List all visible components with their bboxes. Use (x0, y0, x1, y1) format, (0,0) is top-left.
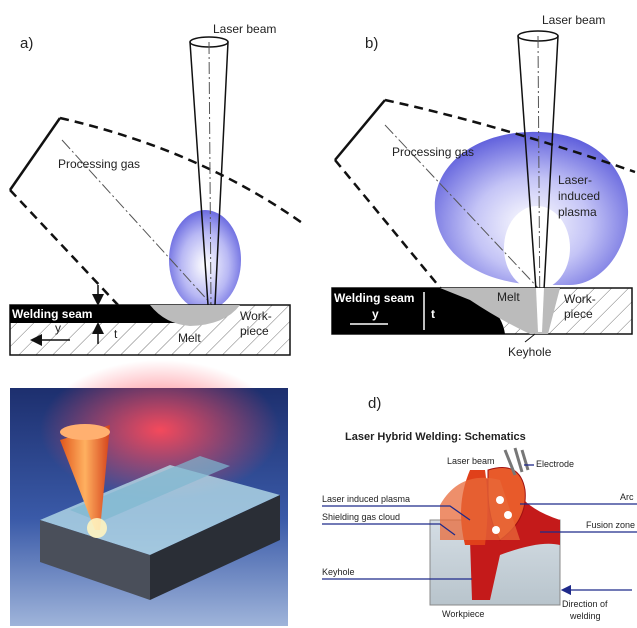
gas-axis (384, 124, 541, 291)
panel-b: b) Laser beam Processing gas Laser- indu… (331, 13, 636, 359)
callout: Keyhole (322, 567, 355, 577)
leader (322, 505, 471, 521)
laser-cone (60, 425, 110, 530)
block-side (150, 495, 280, 600)
plasma-label: induced (558, 189, 600, 203)
leader (524, 333, 536, 343)
block-layer (70, 456, 230, 522)
beam-label: Laser beam (542, 13, 605, 27)
droplet (492, 526, 500, 534)
workpiece-label: Work- (564, 292, 596, 306)
block-side (40, 520, 150, 600)
workpiece-label: piece (240, 324, 269, 338)
axis-label: t (431, 307, 435, 321)
seam-label: Welding seam (12, 307, 92, 321)
weld-seam (332, 288, 505, 334)
beam-axis (537, 35, 541, 331)
workpiece-label: Work- (240, 309, 272, 323)
beam-axis (208, 41, 212, 306)
plasma-label: plasma (558, 205, 597, 219)
droplet (504, 511, 512, 519)
plasma-core (504, 206, 570, 290)
panel-a: a) Laser beam Processing gas Welding sea… (8, 22, 306, 356)
panel-label: d) (368, 395, 381, 412)
callout: Laser beam (447, 456, 495, 466)
diagram-title: Laser Hybrid Welding: Schematics (345, 431, 526, 443)
axis-label: y (372, 307, 379, 321)
seam-label: Welding seam (334, 291, 414, 305)
beam-label: Laser beam (213, 22, 276, 36)
laser-beam (189, 41, 229, 306)
nozzle-wall (9, 189, 119, 306)
keyhole-label: Keyhole (508, 345, 552, 359)
nozzle-edge (8, 117, 62, 191)
nozzle-wall (384, 98, 636, 174)
callout: Laser induced plasma (322, 494, 410, 504)
keyhole (536, 288, 544, 332)
droplet (496, 496, 504, 504)
gas-label: Processing gas (392, 145, 474, 159)
electrode (503, 447, 530, 476)
cone-top (60, 424, 110, 440)
plasma-label: Laser- (558, 173, 592, 187)
nozzle-wall (334, 159, 443, 291)
melt (440, 288, 560, 334)
axis-label: y (55, 321, 61, 335)
callout: Shielding gas cloud (322, 512, 400, 522)
laser-beam (517, 35, 559, 291)
gas-axis (61, 139, 213, 306)
panel-d: d) Laser Hybrid Welding: Schematics Lase… (318, 395, 637, 626)
panel-label: a) (20, 35, 33, 52)
direction-label: Direction of (562, 599, 608, 609)
panel-label: b) (365, 35, 378, 52)
callout: Electrode (536, 459, 574, 469)
callout: Arc (620, 492, 634, 502)
panel-c: c) (10, 360, 288, 626)
callout: Fusion zone (586, 520, 635, 530)
nozzle-wall (59, 116, 306, 227)
weld-seam (10, 305, 200, 323)
melt-label: Melt (178, 331, 201, 345)
axis-label: t (114, 327, 118, 341)
gas-label: Processing gas (58, 157, 140, 171)
shielding-gas (440, 477, 520, 540)
melt-label: Melt (497, 290, 520, 304)
spot (87, 518, 107, 538)
callout: Workpiece (442, 609, 484, 619)
workpiece-label: piece (564, 307, 593, 321)
nozzle-edge (334, 99, 386, 161)
direction-label: welding (569, 611, 601, 621)
melt (150, 305, 240, 326)
leader (322, 523, 456, 536)
